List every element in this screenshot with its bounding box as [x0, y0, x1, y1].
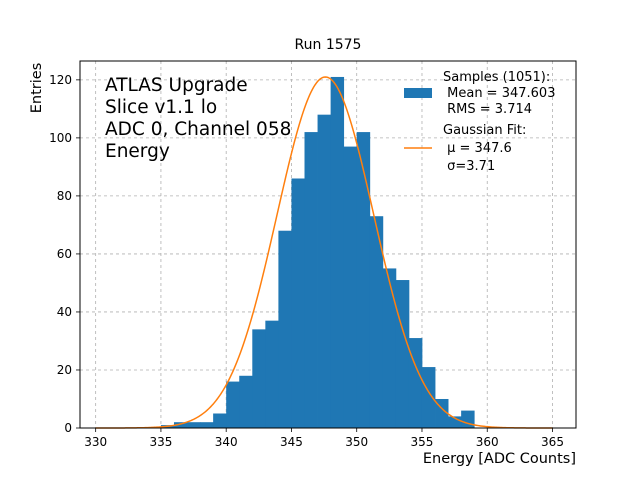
histogram-bar	[187, 422, 201, 428]
histogram-bars	[160, 76, 475, 429]
histogram-bar	[461, 410, 475, 428]
legend-fit-line-2: μ = 347.6	[443, 141, 512, 156]
histogram-bar	[317, 114, 332, 428]
legend-fit-line-3: σ=3.71	[443, 159, 495, 174]
y-tick-label: 60	[57, 247, 72, 261]
x-axis-label: Energy [ADC Counts]	[423, 451, 576, 467]
plot-frame	[79, 60, 577, 429]
x-tick-label: 330	[84, 435, 107, 449]
annotation-line-3: ADC 0, Channel 058	[105, 119, 291, 140]
chart-title: Run 1575	[295, 37, 362, 53]
histogram-bar	[369, 216, 384, 428]
legend-samples-line-1: Samples (1051):	[443, 70, 550, 85]
histogram-bar	[200, 422, 214, 428]
annotation-line-4: Energy	[105, 141, 170, 162]
histogram-bar	[252, 329, 266, 428]
histogram-bar	[435, 398, 449, 428]
legend-samples-line-2: Mean = 347.603	[443, 86, 555, 101]
y-tick-label: 40	[57, 305, 72, 319]
histogram-bar	[291, 178, 305, 428]
legend: Samples (1051): Mean = 347.603 RMS = 3.7…	[404, 70, 555, 174]
axis-ticks: 330 335 340 345 350 355 360 365 0 20 40 60 80 100 120	[49, 73, 564, 449]
histogram-bar	[265, 320, 279, 428]
annotation-line-2: Slice v1.1 lo	[105, 97, 217, 118]
gaussian-fit-curve	[95, 76, 553, 429]
x-tick-label: 355	[411, 435, 434, 449]
y-axis-label: Entries	[29, 63, 45, 114]
histogram-bar	[213, 413, 227, 428]
histogram-bar	[356, 132, 371, 429]
x-tick-label: 340	[215, 435, 238, 449]
histogram-bar	[304, 132, 318, 429]
legend-samples-line-3: RMS = 3.714	[443, 102, 532, 117]
y-tick-label: 20	[57, 363, 72, 377]
histogram-bar	[173, 422, 188, 428]
legend-histogram-swatch	[404, 88, 432, 98]
y-tick-label: 80	[57, 189, 72, 203]
histogram-bar	[330, 76, 345, 429]
histogram-bar	[278, 230, 292, 428]
x-tick-label: 335	[149, 435, 172, 449]
y-tick-label: 100	[49, 131, 72, 145]
histogram-bar	[382, 268, 397, 428]
histogram-bar	[421, 367, 436, 428]
histogram-bar	[395, 280, 410, 428]
x-tick-label: 360	[476, 435, 499, 449]
annotation-line-1: ATLAS Upgrade	[105, 75, 248, 96]
legend-fit-line-1: Gaussian Fit:	[443, 123, 526, 138]
histogram-bar	[448, 416, 462, 428]
x-tick-label: 365	[541, 435, 564, 449]
x-tick-label: 350	[345, 435, 368, 449]
plot-annotation: ATLAS Upgrade Slice v1.1 lo ADC 0, Chann…	[105, 75, 291, 162]
y-tick-label: 0	[64, 421, 72, 435]
histogram-bar	[343, 146, 358, 429]
x-tick-label: 345	[280, 435, 303, 449]
histogram-bar	[239, 375, 253, 428]
histogram-bar	[408, 338, 423, 428]
y-tick-label: 120	[49, 73, 72, 87]
histogram-bar	[226, 381, 240, 428]
